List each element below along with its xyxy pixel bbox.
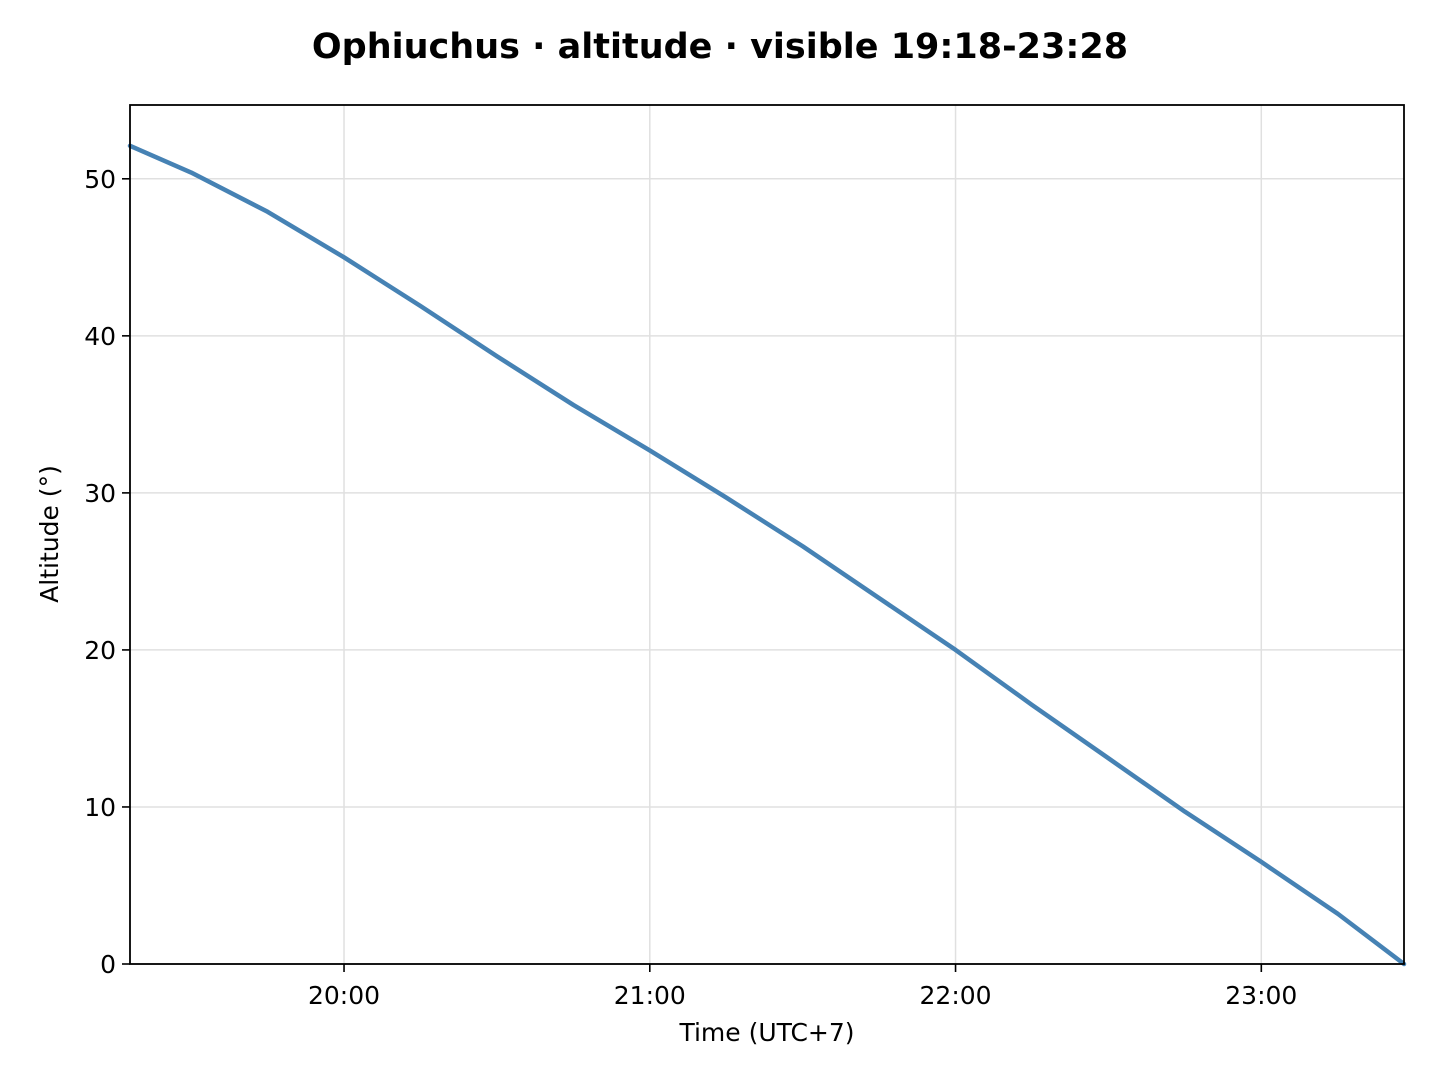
grid bbox=[130, 105, 1404, 965]
altitude-series-line bbox=[127, 143, 1407, 967]
x-tick-label: 23:00 bbox=[1225, 981, 1297, 1010]
x-tick-label: 20:00 bbox=[308, 981, 380, 1010]
y-tick-label: 10 bbox=[84, 793, 116, 822]
y-tick-label: 0 bbox=[100, 950, 116, 979]
y-tick-label: 40 bbox=[84, 322, 116, 351]
y-axis-label: Altitude (°) bbox=[35, 465, 64, 603]
y-tick-label: 30 bbox=[84, 479, 116, 508]
x-tick-label: 22:00 bbox=[920, 981, 992, 1010]
ticks: 20:00 21:00 22:00 23:00 0 10 20 30 40 50 bbox=[84, 165, 1297, 1010]
series-layer bbox=[127, 143, 1407, 967]
chart-title: Ophiuchus · altitude · visible 19:18-23:… bbox=[312, 27, 1128, 67]
x-axis-label: Time (UTC+7) bbox=[678, 1018, 854, 1047]
x-tick-label: 21:00 bbox=[614, 981, 686, 1010]
plot-frame bbox=[129, 104, 1405, 965]
y-tick-label: 50 bbox=[84, 165, 116, 194]
y-tick-label: 20 bbox=[84, 636, 116, 665]
